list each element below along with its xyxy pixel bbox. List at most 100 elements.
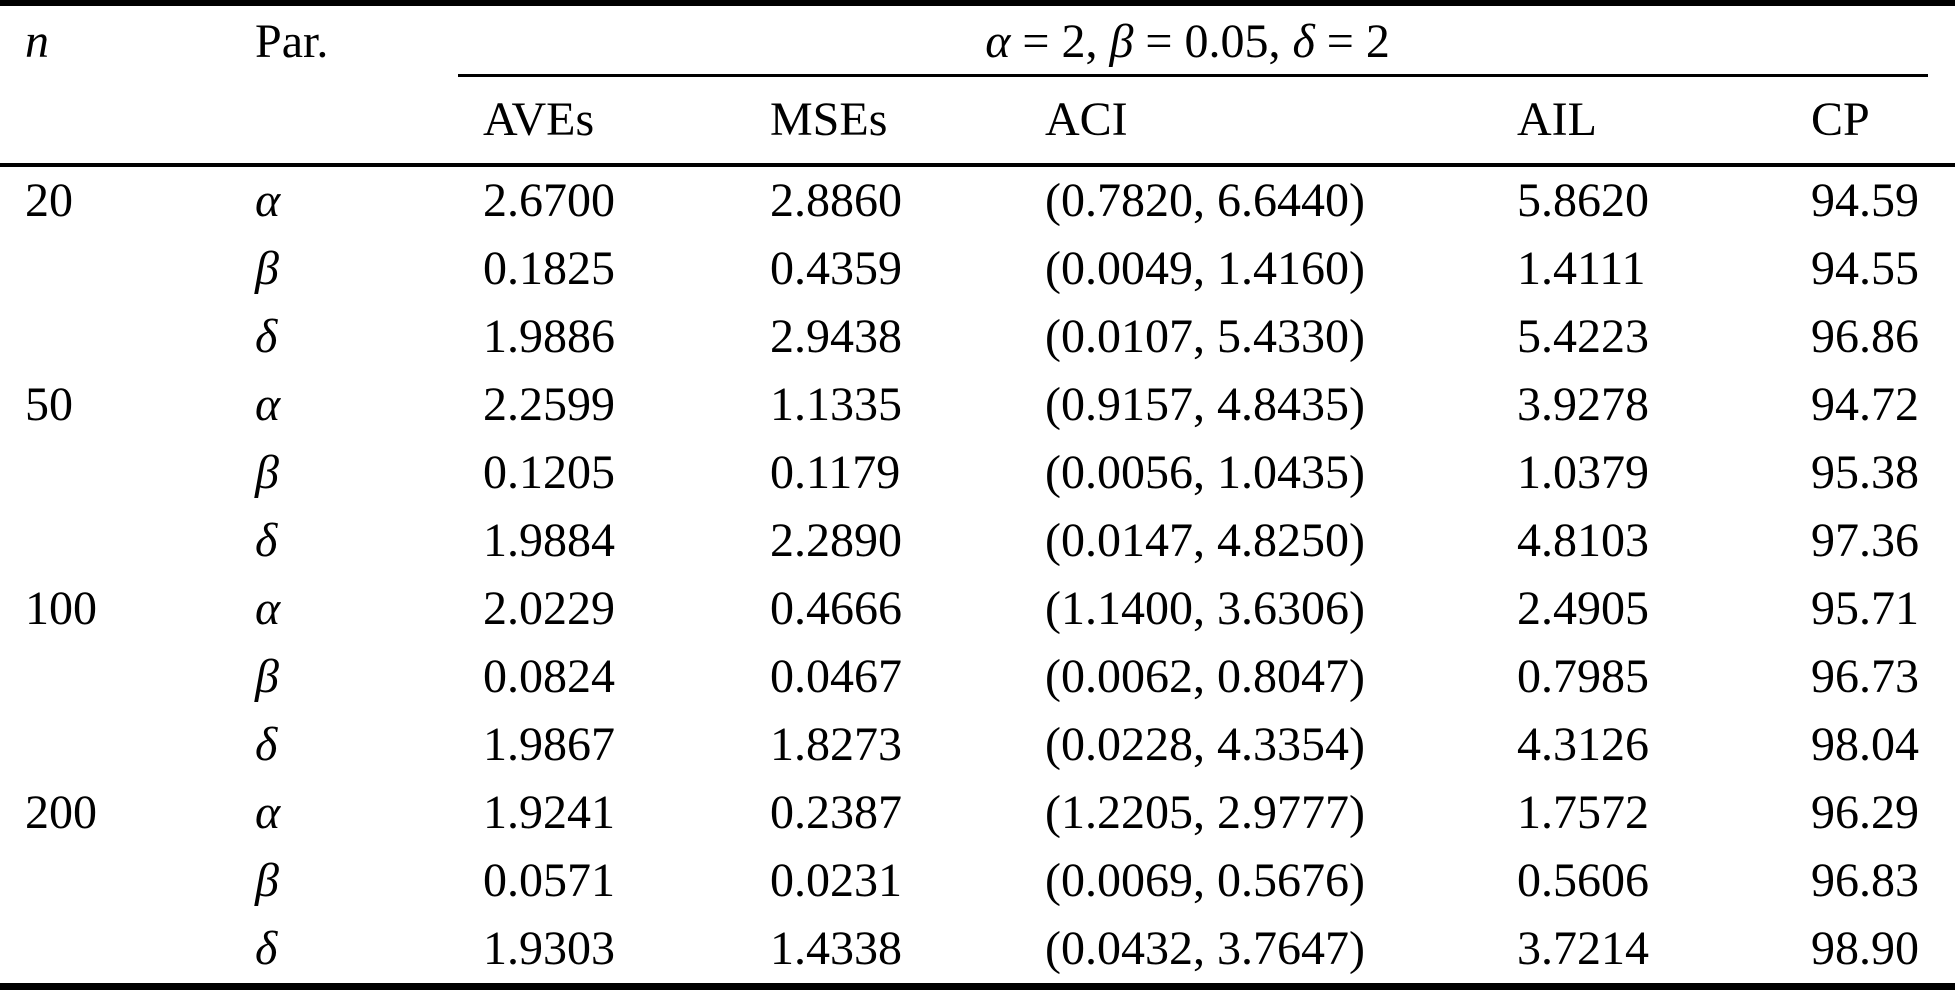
cp-cell: 95.38	[1811, 446, 1919, 499]
ail-cell: 3.9278	[1517, 378, 1649, 431]
alpha-symbol: α	[985, 14, 1011, 68]
ail-cell: 1.0379	[1517, 446, 1649, 499]
table-row: δ 1.9884 2.2890 (0.0147, 4.8250) 4.8103 …	[0, 507, 1955, 575]
table-row: 100 α 2.0229 0.4666 (1.1400, 3.6306) 2.4…	[0, 575, 1955, 643]
cp-cell: 97.36	[1811, 514, 1919, 567]
n-cell	[0, 439, 230, 507]
par-cell: β	[255, 650, 279, 703]
mses-cell: 0.2387	[770, 786, 902, 839]
column-header-ail: AIL	[1492, 77, 1786, 167]
ail-cell: 4.8103	[1517, 514, 1649, 567]
aci-cell: (0.0147, 4.8250)	[1045, 514, 1365, 567]
table-row: δ 1.9867 1.8273 (0.0228, 4.3354) 4.3126 …	[0, 711, 1955, 779]
par-cell: β	[255, 242, 279, 295]
mses-cell: 2.8860	[770, 174, 902, 227]
delta-symbol: δ	[1292, 14, 1315, 68]
delta-value: = 2	[1314, 14, 1390, 68]
header-spacer-n	[0, 77, 230, 167]
mses-cell: 1.8273	[770, 718, 902, 771]
mses-cell: 2.2890	[770, 514, 902, 567]
mses-cell: 0.4666	[770, 582, 902, 635]
ail-cell: 0.5606	[1517, 854, 1649, 907]
aves-cell: 2.2599	[483, 378, 615, 431]
column-header-mses: MSEs	[745, 77, 1020, 167]
mses-cell: 0.0231	[770, 854, 902, 907]
parameter-setting-text: α = 2, β = 0.05, δ = 2	[458, 14, 1928, 68]
aci-cell: (0.0062, 0.8047)	[1045, 650, 1365, 703]
n-cell	[0, 711, 230, 779]
par-cell: δ	[255, 718, 278, 771]
cp-cell: 94.72	[1811, 378, 1919, 431]
ail-cell: 2.4905	[1517, 582, 1649, 635]
aves-cell: 0.0571	[483, 854, 615, 907]
aves-cell: 2.0229	[483, 582, 615, 635]
par-cell: α	[255, 174, 281, 227]
par-cell: δ	[255, 514, 278, 567]
ail-cell: 1.7572	[1517, 786, 1649, 839]
aves-cell: 0.0824	[483, 650, 615, 703]
cp-cell: 94.59	[1811, 174, 1919, 227]
par-cell: α	[255, 582, 281, 635]
aci-cell: (0.7820, 6.6440)	[1045, 174, 1365, 227]
cp-cell: 96.73	[1811, 650, 1919, 703]
cp-cell: 94.55	[1811, 242, 1919, 295]
aves-cell: 1.9867	[483, 718, 615, 771]
alpha-value: = 2,	[1010, 14, 1110, 68]
cp-cell: 98.04	[1811, 718, 1919, 771]
cp-cell: 95.71	[1811, 582, 1919, 635]
aves-cell: 0.1205	[483, 446, 615, 499]
aci-cell: (0.0069, 0.5676)	[1045, 854, 1365, 907]
mses-cell: 1.4338	[770, 922, 902, 975]
table-row: δ 1.9303 1.4338 (0.0432, 3.7647) 3.7214 …	[0, 915, 1955, 987]
n-cell: 50	[25, 378, 73, 431]
cp-cell: 96.29	[1811, 786, 1919, 839]
aci-cell: (0.0056, 1.0435)	[1045, 446, 1365, 499]
table-row: β 0.1205 0.1179 (0.0056, 1.0435) 1.0379 …	[0, 439, 1955, 507]
aves-cell: 0.1825	[483, 242, 615, 295]
ail-cell: 1.4111	[1517, 242, 1646, 295]
aci-cell: (1.2205, 2.9777)	[1045, 786, 1365, 839]
mses-cell: 0.1179	[770, 446, 901, 499]
ail-cell: 5.4223	[1517, 310, 1649, 363]
header-row-columns: AVEs MSEs ACI AIL CP	[0, 77, 1955, 167]
aci-cell: (0.9157, 4.8435)	[1045, 378, 1365, 431]
n-cell	[0, 235, 230, 303]
n-cell: 100	[25, 582, 97, 635]
table-row: 20 α 2.6700 2.8860 (0.7820, 6.6440) 5.86…	[0, 165, 1955, 235]
ail-cell: 3.7214	[1517, 922, 1649, 975]
ail-cell: 5.8620	[1517, 174, 1649, 227]
par-cell: β	[255, 446, 279, 499]
n-cell	[0, 915, 230, 987]
mses-cell: 0.4359	[770, 242, 902, 295]
par-cell: δ	[255, 310, 278, 363]
table-row: 50 α 2.2599 1.1335 (0.9157, 4.8435) 3.92…	[0, 371, 1955, 439]
column-header-aci: ACI	[1020, 77, 1492, 167]
ail-cell: 0.7985	[1517, 650, 1649, 703]
aci-cell: (0.0107, 5.4330)	[1045, 310, 1365, 363]
column-header-cp: CP	[1786, 77, 1955, 167]
beta-value: = 0.05,	[1133, 14, 1293, 68]
column-header-aves: AVEs	[458, 77, 745, 167]
cp-cell: 98.90	[1811, 922, 1919, 975]
n-cell	[0, 303, 230, 371]
aves-cell: 1.9884	[483, 514, 615, 567]
par-cell: δ	[255, 922, 278, 975]
aves-cell: 2.6700	[483, 174, 615, 227]
aci-cell: (0.0049, 1.4160)	[1045, 242, 1365, 295]
n-cell	[0, 847, 230, 915]
table-row: β 0.1825 0.4359 (0.0049, 1.4160) 1.4111 …	[0, 235, 1955, 303]
par-cell: α	[255, 786, 281, 839]
n-cell	[0, 643, 230, 711]
aves-cell: 1.9303	[483, 922, 615, 975]
aves-cell: 1.9886	[483, 310, 615, 363]
beta-symbol: β	[1109, 14, 1134, 68]
par-cell: β	[255, 854, 279, 907]
cp-cell: 96.86	[1811, 310, 1919, 363]
parameter-setting-span-header: α = 2, β = 0.05, δ = 2	[458, 3, 1955, 77]
n-cell	[0, 507, 230, 575]
table-row: β 0.0824 0.0467 (0.0062, 0.8047) 0.7985 …	[0, 643, 1955, 711]
aci-cell: (0.0228, 4.3354)	[1045, 718, 1365, 771]
column-header-n: n	[25, 14, 49, 68]
